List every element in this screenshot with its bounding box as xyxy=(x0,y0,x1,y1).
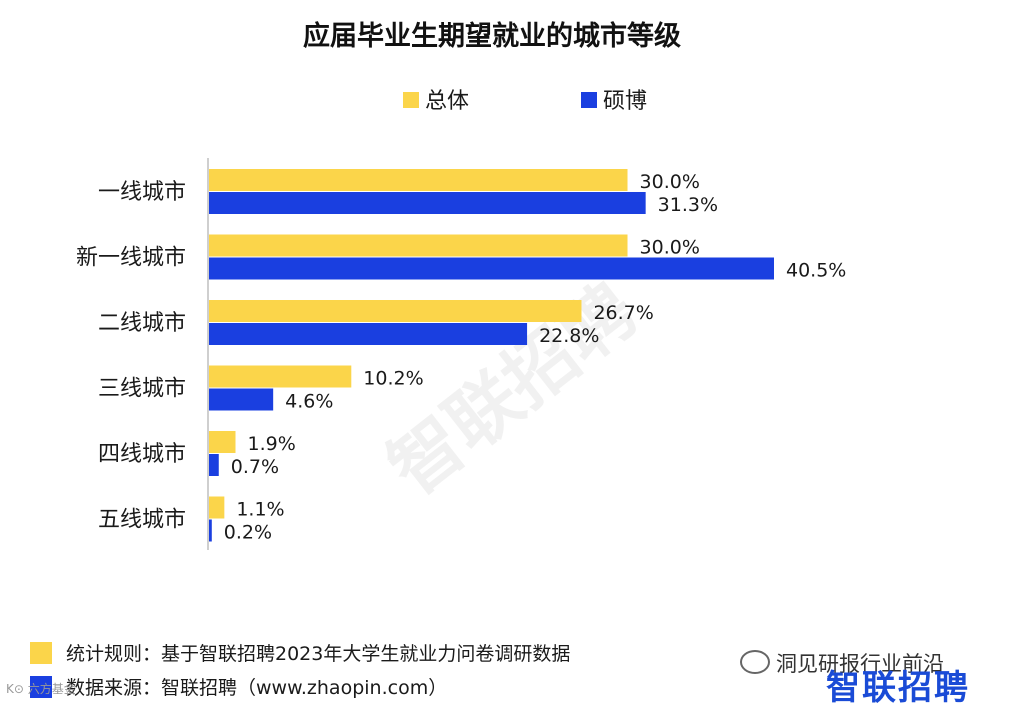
bar-0-5 xyxy=(209,496,225,519)
bar-0-1 xyxy=(209,234,628,257)
wechat-account-name: 洞见研报行业前沿 xyxy=(776,652,944,676)
bar-1-3 xyxy=(209,388,274,411)
category-label-3: 三线城市 xyxy=(98,377,186,402)
legend-swatch-1 xyxy=(581,92,597,108)
plot-area: 一线城市 30.0%31.3%新一线城市 30.0%40.5%二线城市 26.7%22… xyxy=(76,169,846,544)
value-label-1-0: 31.3% xyxy=(658,194,718,216)
chart: 应届毕业生期望就业的城市等级 智联招聘 总体 硕博 一线城市 30.0%31.3%新… xyxy=(76,20,846,550)
footer-rule: 统计规则：基于智联招聘2023年大学生就业力问卷调研数据 xyxy=(30,639,570,666)
bar-1-4 xyxy=(209,454,219,476)
category-label-5: 五线城市 xyxy=(98,508,186,533)
value-label-0-4: 1.9% xyxy=(248,433,296,455)
value-label-1-3: 4.6% xyxy=(285,391,333,413)
bar-1-1 xyxy=(209,257,774,280)
legend-swatch-0 xyxy=(403,92,419,108)
source-swatch xyxy=(30,676,52,698)
corner-mark: K⊙ 六方基金 xyxy=(6,682,76,696)
bar-0-3 xyxy=(209,365,352,388)
value-label-1-5: 0.2% xyxy=(224,522,272,544)
value-label-0-2: 26.7% xyxy=(593,302,653,324)
footer-source: 数据来源：智联招聘（www.zhaopin.com） xyxy=(30,673,447,700)
category-label-1: 新一线城市 xyxy=(76,246,186,271)
chart-title: 应届毕业生期望就业的城市等级 xyxy=(303,20,681,52)
legend: 总体 硕博 xyxy=(403,89,647,114)
footer-source-text: 数据来源：智联招聘（www.zhaopin.com） xyxy=(66,677,448,699)
legend-label-1: 硕博 xyxy=(603,89,647,114)
value-label-1-2: 22.8% xyxy=(539,325,599,347)
bar-1-2 xyxy=(209,323,528,345)
rule-swatch xyxy=(30,642,52,664)
value-label-0-1: 30.0% xyxy=(640,237,700,259)
value-label-0-3: 10.2% xyxy=(363,368,423,390)
bar-0-2 xyxy=(209,300,582,322)
footer-rule-text: 统计规则：基于智联招聘2023年大学生就业力问卷调研数据 xyxy=(66,643,571,665)
bar-1-0 xyxy=(209,192,646,214)
bar-1-5 xyxy=(209,519,212,542)
value-label-1-4: 0.7% xyxy=(231,456,279,478)
legend-label-0: 总体 xyxy=(425,89,469,114)
wechat-icon xyxy=(740,650,770,674)
category-label-0: 一线城市 xyxy=(98,180,186,205)
category-label-2: 二线城市 xyxy=(98,311,186,336)
value-label-1-1: 40.5% xyxy=(786,260,846,282)
value-label-0-0: 30.0% xyxy=(640,171,700,193)
wechat-account: 洞见研报行业前沿 xyxy=(740,648,944,678)
bar-0-0 xyxy=(209,169,628,191)
value-label-0-5: 1.1% xyxy=(236,499,284,521)
bar-0-4 xyxy=(209,431,236,453)
category-label-4: 四线城市 xyxy=(98,442,186,467)
brand-logo: 智联招聘 xyxy=(826,668,970,708)
